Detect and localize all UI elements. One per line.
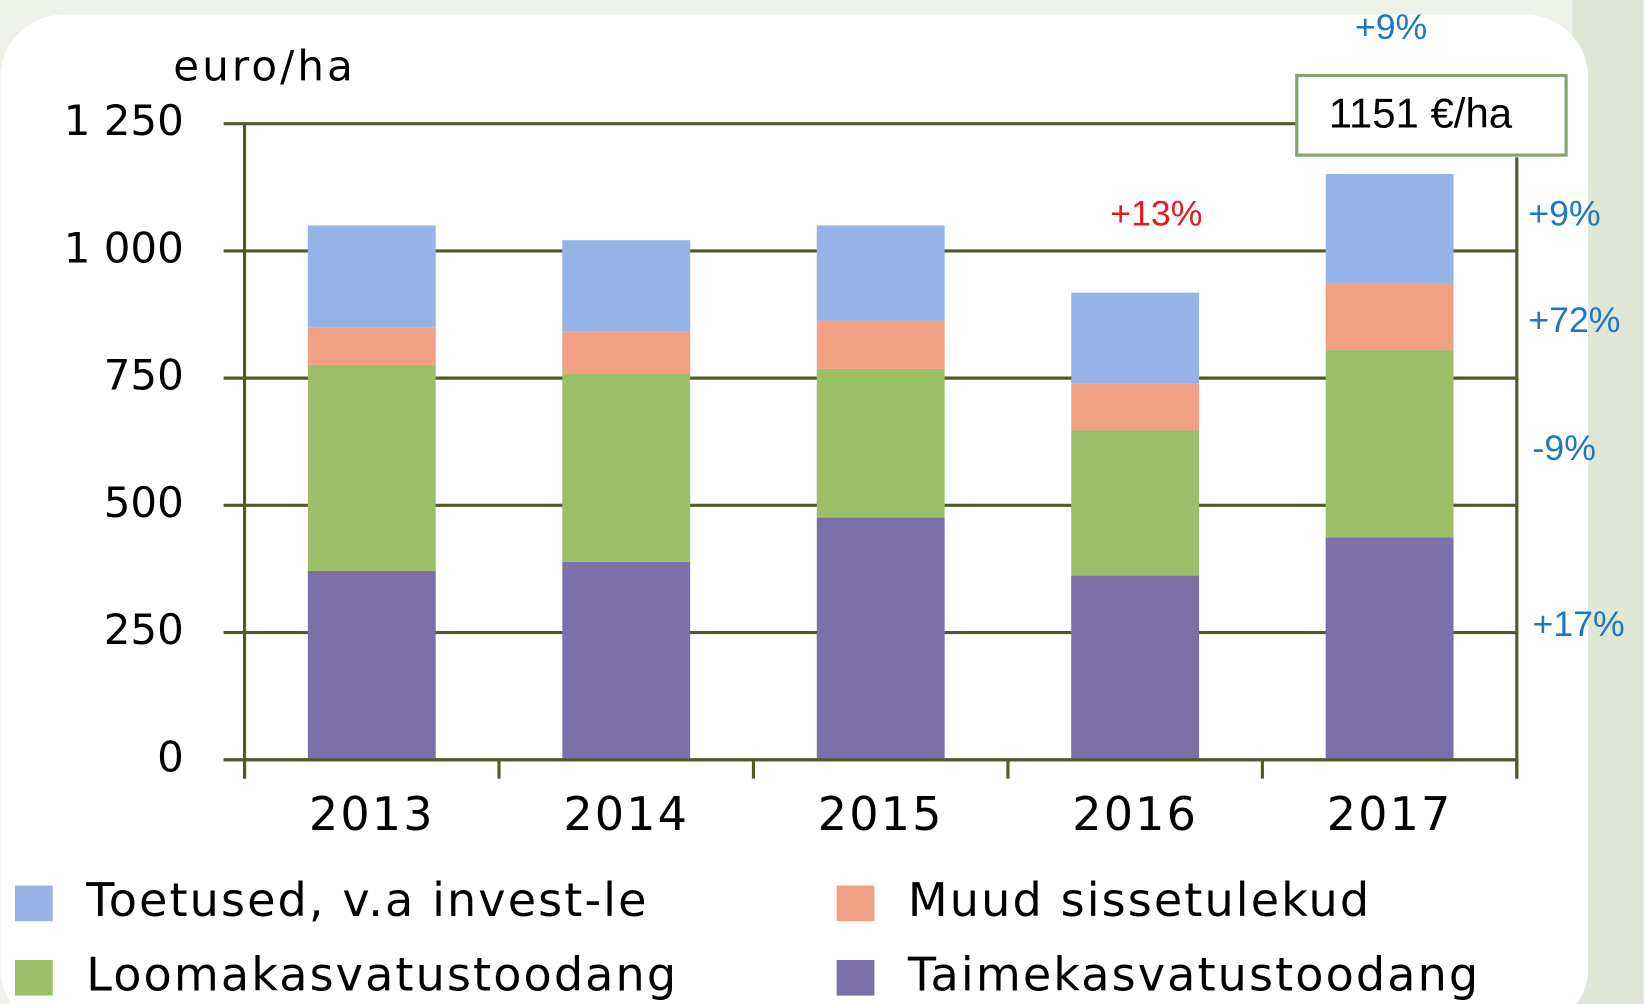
annotation: +9% bbox=[1528, 193, 1600, 233]
annotation: +17% bbox=[1533, 604, 1625, 644]
bar-segment bbox=[562, 374, 691, 562]
y-tick-label: 750 bbox=[104, 351, 184, 400]
bar-segment bbox=[307, 225, 436, 328]
y-tick-label: 1 250 bbox=[64, 96, 184, 145]
x-tick-label: 2013 bbox=[309, 787, 435, 841]
legend-label: Taimekasvatustoodang bbox=[907, 947, 1480, 1001]
y-tick-label: 1 000 bbox=[64, 223, 184, 272]
legend-swatch bbox=[15, 959, 53, 996]
bar-segment bbox=[562, 331, 691, 375]
y-axis-label: euro/ha bbox=[173, 42, 356, 91]
annotation: +13% bbox=[1110, 193, 1202, 233]
legend-label: Muud sissetulekud bbox=[908, 873, 1371, 927]
bar-segment bbox=[816, 225, 945, 321]
annotation: +72% bbox=[1528, 300, 1620, 340]
bar-segment bbox=[307, 327, 436, 365]
bar-segment bbox=[1325, 350, 1454, 538]
x-tick-label: 2017 bbox=[1327, 787, 1453, 841]
x-tick-label: 2016 bbox=[1072, 787, 1198, 841]
bar-segment bbox=[562, 240, 691, 332]
bar-segment bbox=[1071, 383, 1200, 431]
y-tick-label: 0 bbox=[157, 732, 184, 781]
annotation: +9% bbox=[1355, 7, 1427, 47]
bar-segment bbox=[562, 561, 691, 760]
bar-segment bbox=[307, 571, 436, 760]
legend-label: Toetused, v.a invest-le bbox=[85, 873, 648, 927]
x-tick-label: 2014 bbox=[563, 787, 689, 841]
bar-segment bbox=[1071, 575, 1200, 760]
bar-segment bbox=[1325, 537, 1454, 760]
bar-segment bbox=[1071, 430, 1200, 576]
bar-segment bbox=[816, 320, 945, 369]
bar-segment bbox=[816, 517, 945, 760]
legend-label: Loomakasvatustoodang bbox=[86, 947, 678, 1001]
legend-swatch bbox=[836, 959, 875, 996]
annotation: -9% bbox=[1533, 428, 1596, 468]
bar-segment bbox=[307, 364, 436, 572]
annotation: 1151 €/ha bbox=[1329, 89, 1513, 136]
y-tick-label: 250 bbox=[104, 605, 184, 654]
legend-swatch bbox=[15, 885, 53, 922]
annotation-box bbox=[1295, 73, 1568, 157]
y-tick-label: 500 bbox=[104, 478, 184, 527]
legend-swatch bbox=[836, 885, 875, 922]
bar-segment bbox=[1325, 174, 1454, 283]
x-tick-label: 2015 bbox=[818, 787, 944, 841]
bar-segment bbox=[1071, 292, 1200, 384]
bar-segment bbox=[816, 368, 945, 518]
bar-segment bbox=[1325, 282, 1454, 351]
